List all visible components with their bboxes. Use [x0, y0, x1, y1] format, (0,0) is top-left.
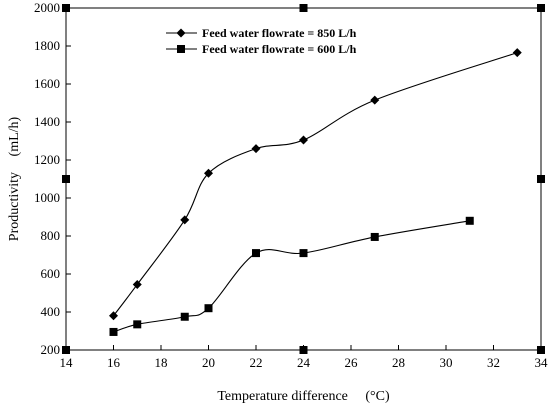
y-axis-title: Productivity (mL/h) — [7, 116, 22, 241]
data-point — [512, 48, 522, 58]
x-tick-label: 34 — [535, 355, 549, 370]
x-tick-label: 22 — [250, 355, 263, 370]
series-line — [113, 52, 518, 317]
data-point — [180, 312, 189, 321]
frame-marker — [62, 175, 70, 183]
data-point — [133, 320, 142, 329]
x-tick-label: 26 — [345, 355, 359, 370]
y-axis-ticks: 200 400 600 800 1000 1200 1400 1600 1800 2000 — [34, 0, 71, 357]
y-tick-label: 600 — [41, 266, 61, 281]
data-point — [251, 144, 261, 154]
frame-marker — [299, 4, 308, 12]
y-tick-label: 400 — [41, 304, 61, 319]
data-point — [180, 215, 190, 225]
y-axis-unit: (mL/h) — [7, 116, 22, 156]
y-tick-label: 800 — [41, 228, 61, 243]
legend-label: Feed water flowrate = 600 L/h — [202, 42, 357, 56]
data-point — [109, 311, 118, 321]
x-tick-label: 28 — [392, 355, 405, 370]
legend: Feed water flowrate = 850 L/h Feed water … — [166, 26, 357, 56]
data-point — [132, 279, 142, 289]
series-2 — [109, 216, 474, 336]
series-1 — [109, 48, 522, 321]
y-tick-label: 1200 — [34, 152, 60, 167]
x-tick-label: 18 — [155, 355, 168, 370]
data-point — [204, 168, 213, 178]
frame-marker — [537, 175, 545, 183]
x-tick-label: 24 — [297, 355, 311, 370]
x-axis-ticks: 14 16 18 20 22 24 26 28 30 32 34 — [60, 345, 549, 370]
data-point — [465, 216, 474, 225]
y-tick-label: 1000 — [34, 190, 60, 205]
y-tick-label: 200 — [41, 342, 61, 357]
x-tick-label: 30 — [440, 355, 453, 370]
y-axis-label: Productivity — [7, 172, 22, 241]
legend-marker — [177, 45, 185, 53]
series-layer — [109, 48, 522, 336]
x-tick-label: 32 — [487, 355, 500, 370]
x-tick-label: 14 — [60, 355, 74, 370]
data-point — [109, 327, 118, 336]
x-axis-title: Temperature difference (°C) — [217, 389, 390, 404]
y-tick-label: 1600 — [34, 76, 60, 91]
x-tick-label: 20 — [202, 355, 215, 370]
data-point — [299, 135, 308, 145]
legend-label: Feed water flowrate = 850 L/h — [202, 26, 357, 40]
frame-marker — [537, 4, 545, 12]
legend-marker — [176, 28, 186, 38]
data-point — [299, 249, 308, 258]
data-point — [370, 95, 380, 105]
data-point — [252, 249, 260, 258]
y-tick-label: 2000 — [34, 0, 60, 15]
y-tick-label: 1400 — [34, 114, 60, 129]
data-point — [204, 304, 213, 313]
x-axis-label: Temperature difference — [217, 389, 348, 404]
y-tick-label: 1800 — [34, 38, 60, 53]
x-axis-unit: (°C) — [365, 389, 390, 404]
data-point — [370, 232, 379, 241]
x-tick-label: 16 — [107, 355, 121, 370]
